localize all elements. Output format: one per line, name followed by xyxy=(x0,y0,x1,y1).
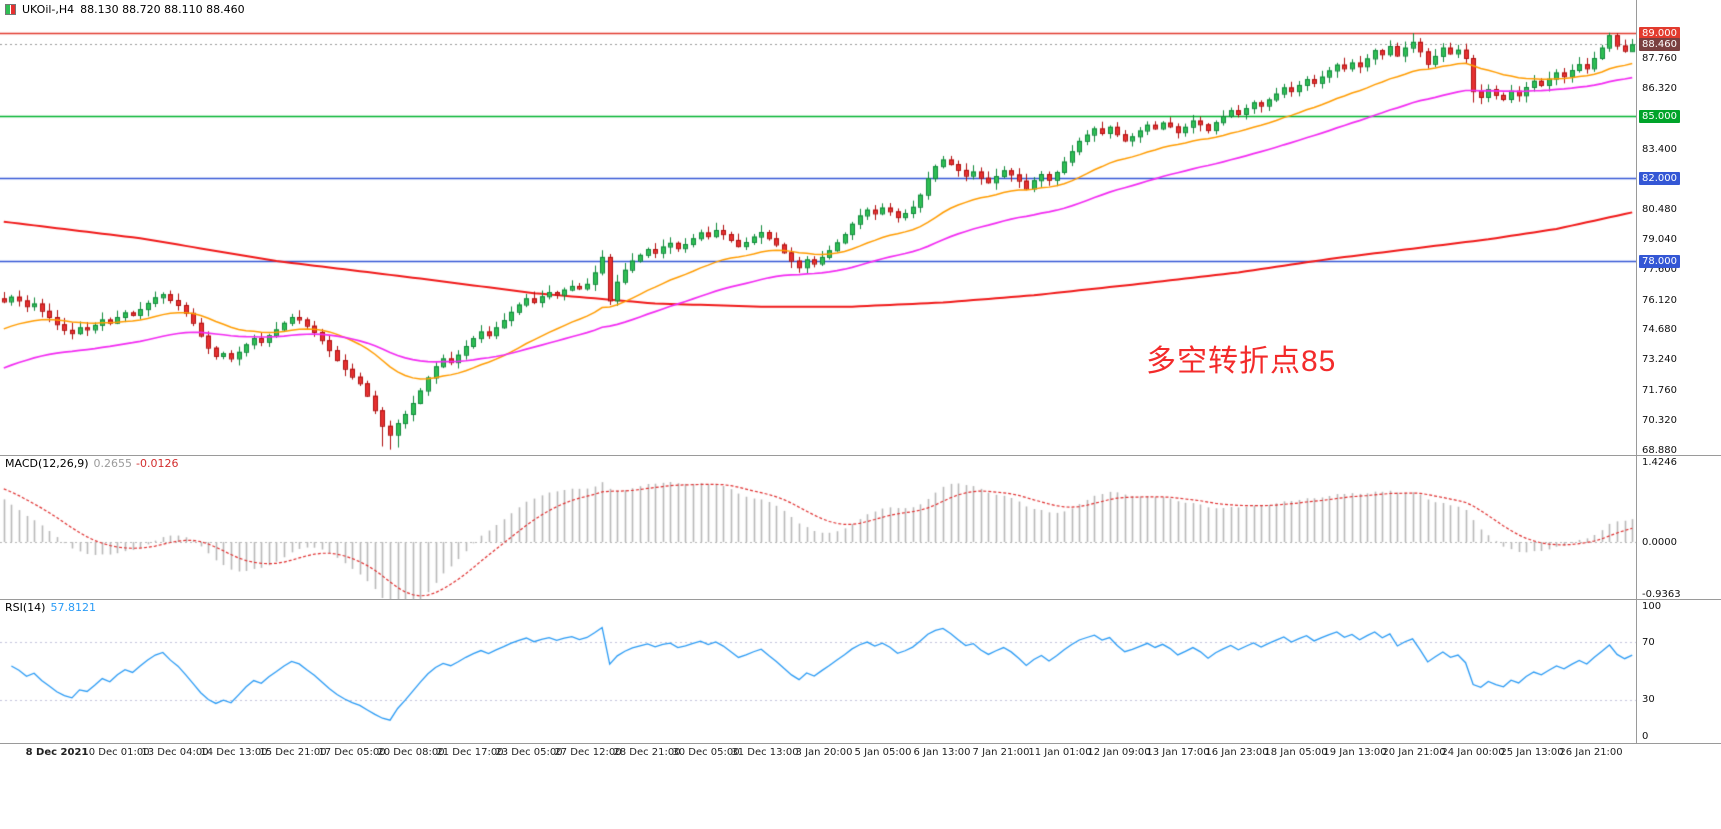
time-label: 3 Jan 20:00 xyxy=(795,747,853,758)
panel-separator[interactable] xyxy=(0,455,1721,456)
rsi-axis-label: 30 xyxy=(1642,694,1655,705)
price-label: 87.760 xyxy=(1642,53,1677,64)
price-axis-column[interactable]: 87.760 86.320 83.400 80.480 79.040 77.600 76.1… xyxy=(1637,0,1721,829)
price-label: 70.320 xyxy=(1642,415,1677,426)
time-label: 24 Jan 00:00 xyxy=(1441,747,1505,758)
symbol-timeframe-label: UKOil-,H4 xyxy=(22,3,75,16)
price-label: 71.760 xyxy=(1642,385,1677,396)
price-chart-panel: UKOil-,H4 88.130 88.720 88.110 88.460 多空… xyxy=(0,0,1636,455)
time-label: 17 Dec 05:00 xyxy=(318,747,386,758)
price-label: 79.040 xyxy=(1642,234,1677,245)
candlestick-icon xyxy=(5,4,16,15)
price-label-highlighted: 82.000 xyxy=(1639,172,1680,185)
time-label: 14 Dec 13:00 xyxy=(200,747,268,758)
rsi-label: RSI(14) 57.8121 xyxy=(5,601,96,614)
rsi-axis-label: 70 xyxy=(1642,637,1655,648)
macd-indicator-name: MACD(12,26,9) xyxy=(5,457,89,470)
time-label: 30 Dec 05:00 xyxy=(672,747,740,758)
price-label: 73.240 xyxy=(1642,354,1677,365)
rsi-value: 57.8121 xyxy=(50,601,96,614)
macd-label: MACD(12,26,9) 0.2655 -0.0126 xyxy=(5,457,179,470)
macd-signal-value: -0.0126 xyxy=(136,457,179,470)
macd-axis-label: -0.9363 xyxy=(1642,589,1681,600)
ohlc-values: 88.130 88.720 88.110 88.460 xyxy=(80,3,245,16)
price-label: 77.600 xyxy=(1642,264,1677,275)
price-label-highlighted: 85.000 xyxy=(1639,110,1680,123)
time-label: 13 Jan 17:00 xyxy=(1146,747,1210,758)
time-label: 31 Dec 13:00 xyxy=(731,747,799,758)
panel-separator[interactable] xyxy=(0,743,1721,744)
panel-separator[interactable] xyxy=(0,599,1721,600)
macd-main-value: 0.2655 xyxy=(93,457,133,470)
price-label: 86.320 xyxy=(1642,83,1677,94)
chart-header: UKOil-,H4 88.130 88.720 88.110 88.460 xyxy=(5,3,245,16)
time-label: 8 Dec 2021 xyxy=(25,747,89,758)
chart-annotation: 多空转折点85 xyxy=(1146,345,1337,378)
time-label: 11 Jan 01:00 xyxy=(1028,747,1092,758)
rsi-canvas[interactable] xyxy=(0,599,1636,743)
time-label: 12 Jan 09:00 xyxy=(1087,747,1151,758)
time-label: 13 Dec 04:00 xyxy=(141,747,209,758)
price-label: 76.120 xyxy=(1642,295,1677,306)
macd-panel: MACD(12,26,9) 0.2655 -0.0126 xyxy=(0,455,1636,599)
price-label-highlighted: 89.000 xyxy=(1639,27,1680,40)
time-label: 15 Dec 21:00 xyxy=(259,747,327,758)
time-label: 6 Jan 13:00 xyxy=(913,747,971,758)
macd-axis-label: 0.0000 xyxy=(1642,537,1677,548)
price-label-highlighted: 88.460 xyxy=(1639,38,1680,51)
time-label: 21 Dec 17:00 xyxy=(436,747,504,758)
price-label-highlighted: 78.000 xyxy=(1639,255,1680,268)
price-label: 74.680 xyxy=(1642,324,1677,335)
rsi-axis-label: 100 xyxy=(1642,601,1662,612)
time-label: 23 Dec 05:00 xyxy=(495,747,563,758)
time-label: 19 Jan 13:00 xyxy=(1323,747,1387,758)
time-label: 7 Jan 21:00 xyxy=(972,747,1030,758)
price-label: 83.400 xyxy=(1642,144,1677,155)
macd-axis-label: 1.4246 xyxy=(1642,457,1677,468)
time-label: 16 Jan 23:00 xyxy=(1205,747,1269,758)
time-label: 27 Dec 12:00 xyxy=(554,747,622,758)
time-label: 20 Dec 08:00 xyxy=(377,747,445,758)
rsi-panel: RSI(14) 57.8121 xyxy=(0,599,1636,743)
time-label: 10 Dec 01:00 xyxy=(82,747,150,758)
time-label: 20 Jan 21:00 xyxy=(1382,747,1446,758)
price-label: 80.480 xyxy=(1642,204,1677,215)
rsi-axis-label: 0 xyxy=(1642,731,1649,742)
axis-separator xyxy=(1636,0,1637,744)
time-label: 5 Jan 05:00 xyxy=(854,747,912,758)
macd-canvas[interactable] xyxy=(0,455,1636,599)
price-chart-canvas[interactable] xyxy=(0,0,1636,455)
time-label: 25 Jan 13:00 xyxy=(1500,747,1564,758)
time-label: 28 Dec 21:00 xyxy=(613,747,681,758)
rsi-indicator-name: RSI(14) xyxy=(5,601,46,614)
time-axis[interactable]: 8 Dec 2021 10 Dec 01:00 13 Dec 04:00 14 Dec… xyxy=(0,744,1636,829)
price-label: 68.880 xyxy=(1642,445,1677,456)
time-label: 26 Jan 21:00 xyxy=(1559,747,1623,758)
time-label: 18 Jan 05:00 xyxy=(1264,747,1328,758)
